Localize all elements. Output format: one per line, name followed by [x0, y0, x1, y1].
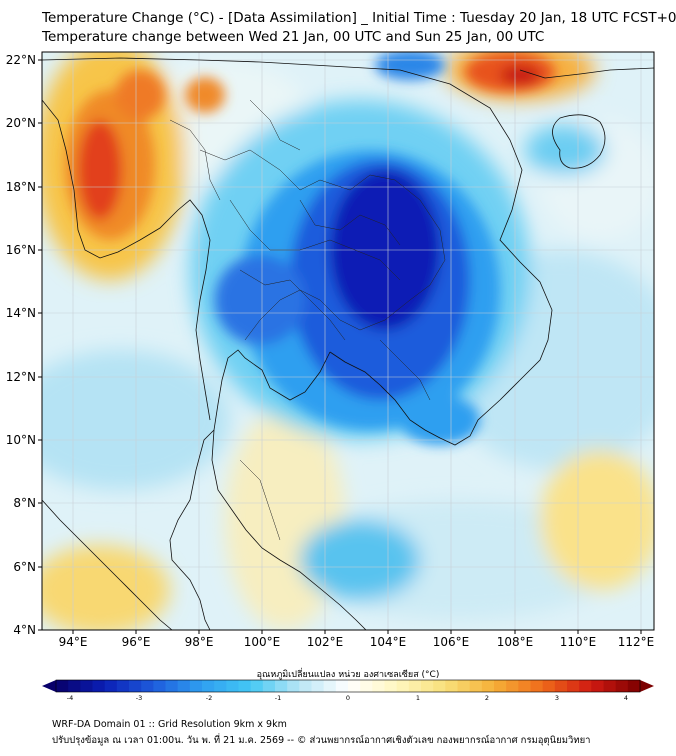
colorbar-cell — [348, 680, 361, 692]
colorbar-cell — [445, 680, 458, 692]
colorbar-cell — [457, 680, 471, 692]
colorbar-cell — [542, 680, 556, 692]
colorbar-cell — [481, 680, 495, 692]
colorbar-cell — [153, 680, 166, 692]
colorbar-cell — [591, 680, 604, 692]
colorbar-tick-label: 3 — [555, 694, 559, 702]
lat-tick-label: 22°N — [6, 53, 36, 67]
footer-model-info: WRF-DA Domain 01 :: Grid Resolution 9km … — [52, 719, 287, 730]
footer-credit: ปรับปรุงข้อมูล ณ เวลา 01:00น. วัน พ. ที่… — [52, 735, 591, 746]
colorbar-cell — [56, 680, 69, 692]
lat-tick-label: 20°N — [6, 116, 36, 130]
colorbar-cell — [262, 680, 276, 692]
colorbar-cell — [494, 680, 507, 692]
colorbar-cell — [80, 680, 93, 692]
colorbar-tick-label: 4 — [624, 694, 628, 702]
colorbar-tick-label: -2 — [206, 694, 212, 702]
colorbar-cell — [202, 680, 215, 692]
colorbar-cell — [189, 680, 203, 692]
lon-tick-label: 96°E — [122, 635, 151, 649]
lat-tick-label: 14°N — [6, 306, 36, 320]
lat-tick-label: 10°N — [6, 433, 36, 447]
colorbar-title: อุณหภูมิเปลี่ยนแปลง หน่วย องศาเซลเซียส (… — [257, 667, 440, 680]
lat-tick-label: 16°N — [6, 243, 36, 257]
colorbar-cell — [372, 680, 385, 692]
colorbar-cell — [68, 680, 81, 692]
colorbar-cell — [518, 680, 531, 692]
map-frame — [41, 51, 655, 631]
colorbar-cell — [92, 680, 106, 692]
lon-tick-label: 102°E — [307, 635, 344, 649]
lon-tick-label: 104°E — [370, 635, 407, 649]
lon-tick-label: 112°E — [618, 635, 655, 649]
colorbar-tick-label: 0 — [346, 694, 350, 702]
colorbar-tick-label: -4 — [67, 694, 73, 702]
lat-tick-label: 4°N — [13, 623, 36, 637]
chart-subtitle: Temperature change between Wed 21 Jan, 0… — [42, 29, 545, 45]
colorbar-max-arrow — [640, 680, 654, 692]
colorbar-cell — [421, 680, 434, 692]
colorbar-cell — [567, 680, 580, 692]
colorbar-cell — [360, 680, 373, 692]
lon-tick-label: 94°E — [59, 635, 88, 649]
chart-title: Temperature Change (°C) - [Data Assimila… — [42, 10, 676, 26]
colorbar-cell — [579, 680, 592, 692]
lon-tick-label: 108°E — [497, 635, 534, 649]
colorbar-cell — [311, 680, 325, 692]
colorbar-cell — [214, 680, 227, 692]
colorbar — [56, 680, 641, 692]
colorbar-tick-label: 1 — [416, 694, 420, 702]
colorbar-cell — [408, 680, 422, 692]
colorbar-cell — [275, 680, 288, 692]
colorbar-cell — [335, 680, 349, 692]
colorbar-cell — [226, 680, 239, 692]
colorbar-cell — [238, 680, 252, 692]
lat-tick-label: 8°N — [13, 496, 36, 510]
colorbar-cell — [530, 680, 544, 692]
colorbar-cell — [250, 680, 264, 692]
colorbar-frame — [55, 679, 641, 693]
colorbar-tick-label: 2 — [485, 694, 489, 702]
colorbar-cell — [506, 680, 519, 692]
colorbar-cell — [299, 680, 312, 692]
colorbar-cell — [165, 680, 179, 692]
colorbar-cell — [323, 680, 337, 692]
lon-tick-label: 98°E — [185, 635, 214, 649]
colorbar-cell — [396, 680, 410, 692]
colorbar-cell — [287, 680, 300, 692]
coastlines — [42, 57, 654, 630]
colorbar-cell — [433, 680, 446, 692]
colorbar-cell — [615, 680, 629, 692]
lon-tick-label: 110°E — [560, 635, 597, 649]
lon-tick-label: 100°E — [244, 635, 281, 649]
colorbar-min-arrow — [42, 680, 56, 692]
colorbar-tick-label: -3 — [136, 694, 142, 702]
colorbar-cell — [116, 680, 130, 692]
colorbar-cell — [177, 680, 191, 692]
colorbar-cell — [141, 680, 154, 692]
lon-tick-label: 106°E — [433, 635, 470, 649]
colorbar-cell — [554, 680, 568, 692]
colorbar-cell — [603, 680, 617, 692]
colorbar-cell — [469, 680, 483, 692]
colorbar-cell — [129, 680, 142, 692]
colorbar-cell — [384, 680, 398, 692]
colorbar-tick-label: -1 — [275, 694, 281, 702]
graticule — [42, 52, 654, 630]
lat-tick-label: 18°N — [6, 180, 36, 194]
lat-tick-label: 6°N — [13, 560, 36, 574]
temperature-field — [42, 52, 654, 630]
lat-tick-label: 12°N — [6, 370, 36, 384]
admin-borders — [169, 99, 446, 541]
colorbar-cell — [104, 680, 118, 692]
colorbar-cell — [627, 680, 641, 692]
